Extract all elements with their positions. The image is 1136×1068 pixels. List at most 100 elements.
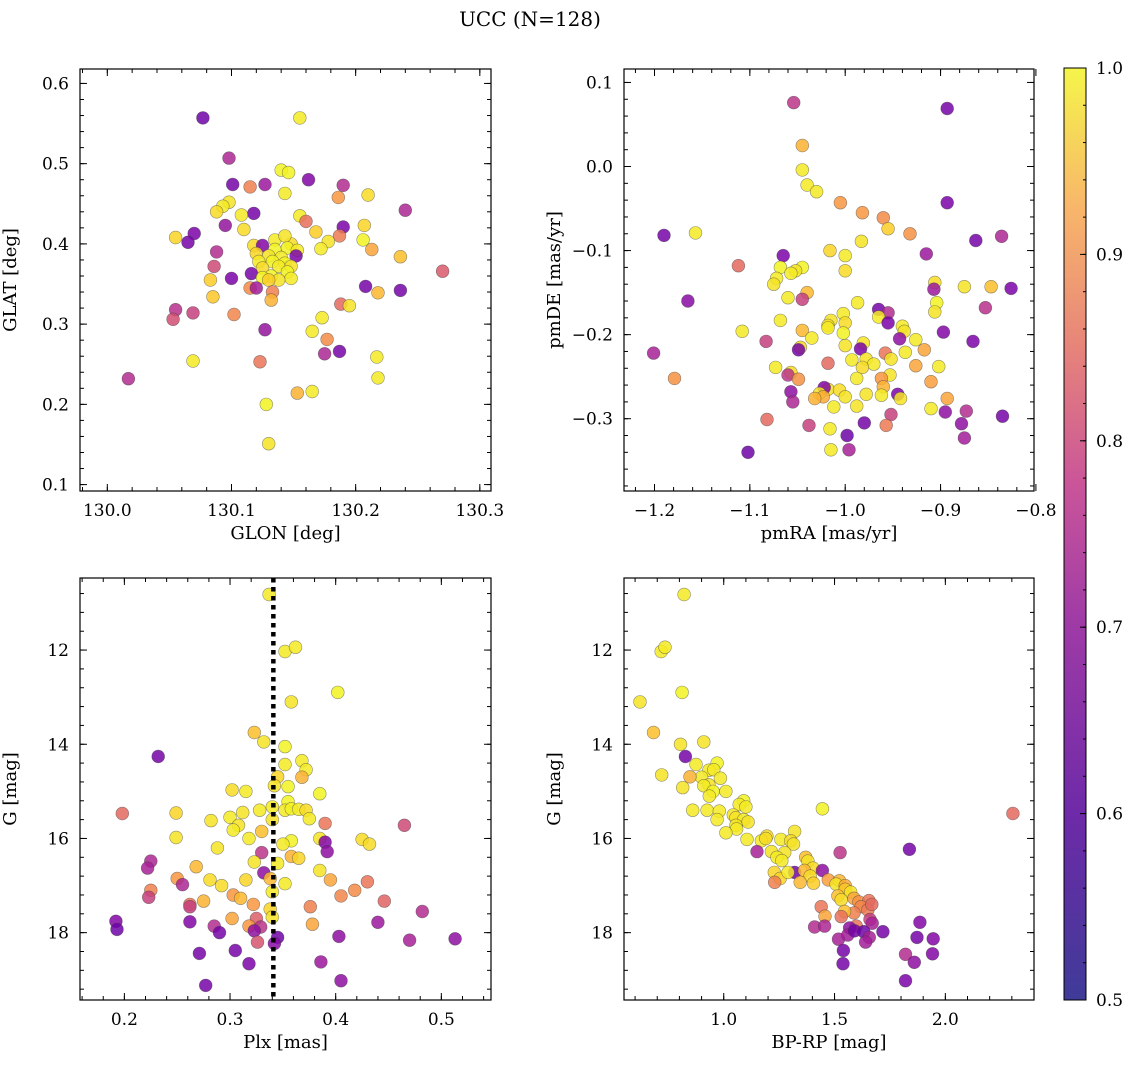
- scatter-point: [865, 916, 879, 930]
- scatter-point: [786, 837, 801, 851]
- scatter-point: [169, 830, 183, 845]
- scatter-point: [938, 405, 952, 419]
- scatter-point: [259, 397, 273, 412]
- scatter-point: [881, 316, 895, 330]
- scatter-point: [954, 417, 969, 431]
- scatter-point: [262, 273, 276, 287]
- scatter-point: [181, 235, 195, 250]
- scatter-point: [292, 851, 306, 865]
- scatter-point: [685, 803, 700, 817]
- scatter-point: [175, 877, 190, 892]
- panel-glat-vs-glon: 130.0 130.1 130.2 130.3 0.1 0.2 0.3 0.4 0.5 0.6 GL…: [0, 68, 504, 544]
- scatter-point: [824, 443, 838, 457]
- scatter-point: [169, 806, 183, 820]
- scatter-point: [278, 229, 292, 243]
- scatter-point: [849, 371, 864, 386]
- scatter-point: [278, 757, 292, 772]
- scatter-point: [855, 206, 870, 220]
- scatter-point: [309, 225, 323, 239]
- scatter-point: [849, 399, 864, 413]
- scatter-point: [247, 924, 262, 938]
- scatter-point: [913, 915, 927, 929]
- scatter-point: [246, 897, 261, 912]
- scatter-point: [850, 296, 865, 310]
- scatter-point: [247, 725, 262, 740]
- scatter-point: [940, 196, 954, 210]
- scatter-point: [858, 935, 873, 949]
- scatter-point: [318, 816, 332, 831]
- scatter-point: [767, 875, 782, 889]
- x-axis-label: Plx [mas]: [243, 1032, 328, 1053]
- scatter-point: [853, 342, 868, 356]
- y-tick-label: 18: [47, 924, 69, 944]
- scatter-point: [1004, 281, 1018, 296]
- x-tick-label: 1.0: [710, 1010, 737, 1030]
- scatter-point: [840, 428, 854, 443]
- scatter-point: [833, 196, 848, 210]
- scatter-point: [203, 273, 218, 287]
- scatter-point: [781, 291, 795, 305]
- scatter-point: [295, 770, 309, 784]
- scatter-point: [258, 323, 272, 337]
- scatter-point: [827, 400, 841, 414]
- scatter-point: [800, 178, 814, 192]
- scatter-point: [121, 372, 136, 386]
- y-tick-label: 0.6: [42, 74, 69, 94]
- scatter-point: [773, 313, 788, 328]
- scatter-point: [214, 878, 229, 893]
- scatter-point: [371, 371, 385, 385]
- y-tick-label: 0.5: [42, 155, 69, 175]
- scatter-point: [823, 422, 837, 436]
- scatter-point: [898, 973, 913, 988]
- scatter-point: [284, 695, 298, 709]
- scatter-point: [675, 685, 689, 700]
- y-tick-label: −0.1: [572, 242, 613, 262]
- scatter-point: [795, 292, 809, 306]
- scatter-point: [281, 779, 295, 794]
- y-tick-label: 12: [591, 641, 613, 661]
- scatter-point: [688, 226, 703, 240]
- y-tick-label: −0.2: [572, 326, 613, 346]
- scatter-point: [110, 922, 124, 937]
- scatter-point: [276, 837, 290, 851]
- scatter-point: [302, 811, 316, 826]
- scatter-point: [320, 332, 334, 347]
- x-tick-label: 1.5: [821, 1010, 848, 1030]
- scatter-point: [278, 186, 292, 201]
- scatter-point: [242, 831, 256, 846]
- scatter-point: [360, 875, 375, 889]
- scatter-point: [710, 812, 724, 827]
- colorbar-tick-label: 1.0: [1096, 59, 1123, 79]
- y-axis-label: G [mag]: [0, 752, 21, 825]
- scatter-point: [334, 889, 348, 903]
- scatter-point: [838, 264, 852, 278]
- scatter-point: [393, 283, 408, 298]
- scatter-point: [264, 293, 278, 307]
- scatter-point: [415, 904, 429, 919]
- scatter-point: [909, 333, 923, 347]
- scatter-point: [719, 784, 733, 799]
- scatter-point: [365, 242, 379, 257]
- scatter-point: [775, 853, 789, 868]
- x-tick-label: 130.1: [207, 501, 256, 521]
- scatter-point: [750, 844, 764, 859]
- y-axis-label: pmDE [mas/yr]: [544, 211, 565, 349]
- colorbar-gradient: [1063, 67, 1087, 1001]
- scatter-point: [203, 873, 217, 887]
- scatter-point: [234, 208, 249, 222]
- scatter-points: [121, 111, 450, 451]
- scatter-point: [212, 925, 227, 940]
- scatter-point: [936, 325, 951, 339]
- y-tick-label: 0.2: [42, 395, 69, 415]
- x-tick-label: −0.8: [1015, 501, 1056, 521]
- scatter-point: [331, 190, 345, 205]
- scatter-point: [924, 401, 938, 416]
- scatter-point: [258, 177, 272, 192]
- scatter-point: [242, 956, 256, 971]
- x-tick-label: 2.0: [932, 1010, 959, 1030]
- scatter-point: [781, 865, 795, 880]
- scatter-point: [224, 271, 239, 286]
- scatter-point: [940, 391, 954, 406]
- scatter-point: [657, 228, 671, 243]
- colorbar-tick-label: 0.7: [1096, 618, 1123, 638]
